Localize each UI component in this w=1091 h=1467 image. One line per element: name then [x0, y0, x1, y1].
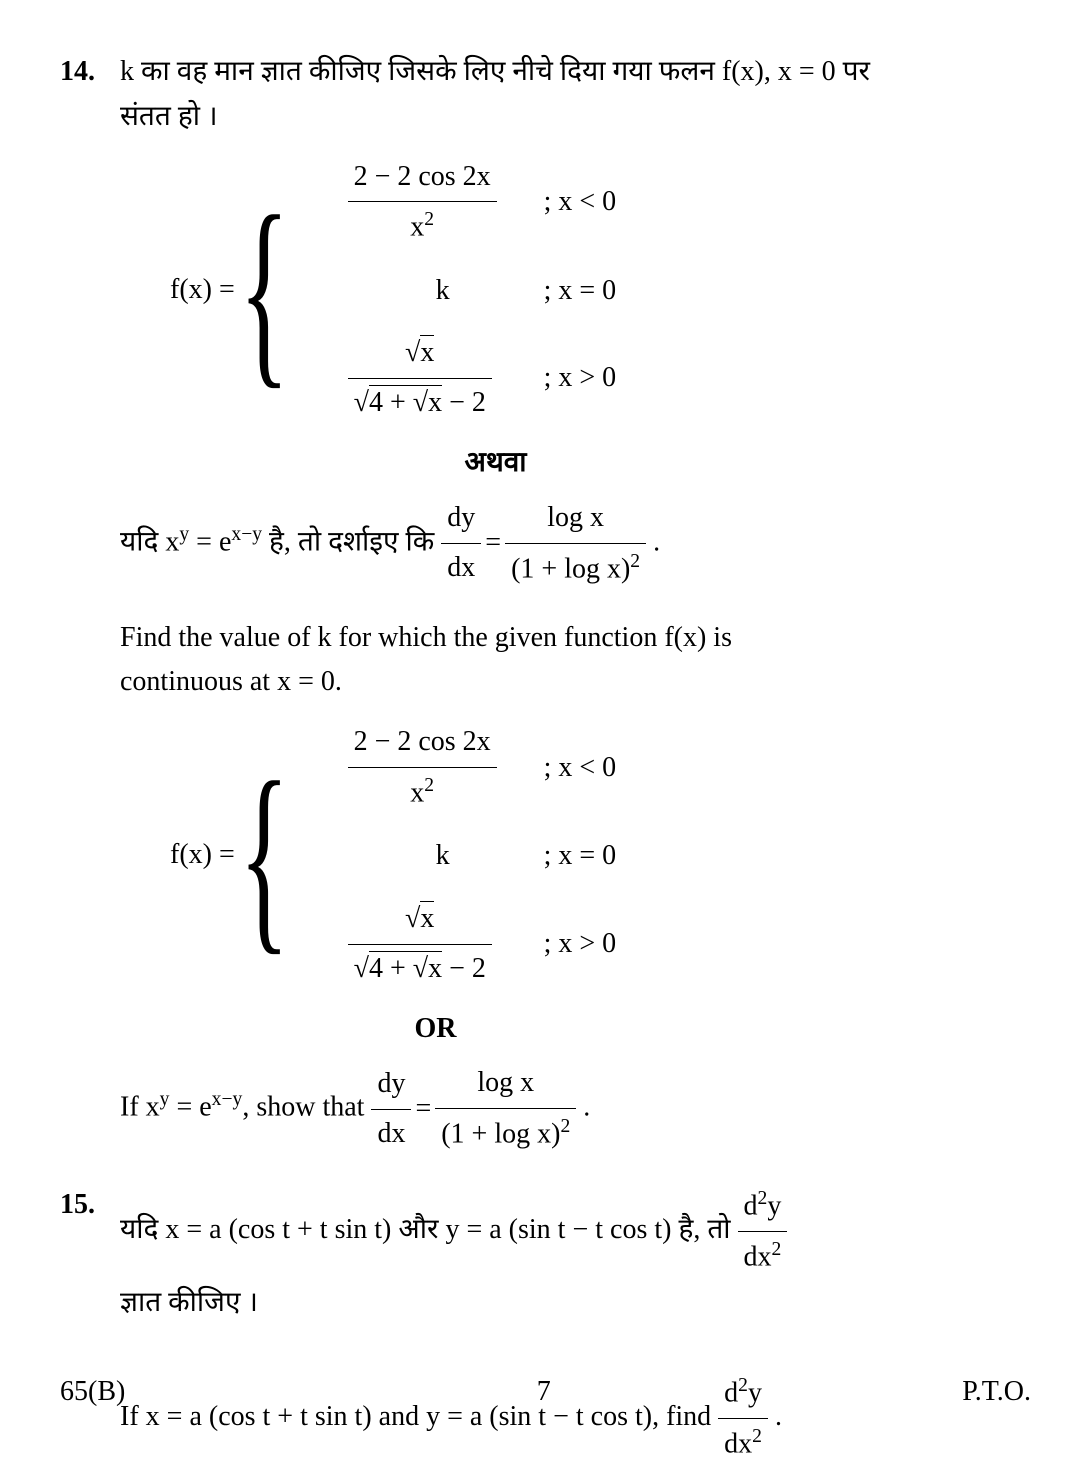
q14-eng-or: If xy = ex−y, show that dydx = log x(1 +…: [120, 1061, 1031, 1157]
athava-label: अथवा: [0, 441, 1031, 486]
case-3: √x √4 + √x − 2 ; x > 0: [348, 331, 617, 426]
case-1b: 2 − 2 cos 2x x2 ; x < 0: [348, 720, 617, 816]
case-2: k ; x = 0: [348, 269, 617, 314]
q14-piecewise-hindi: f(x) = { 2 − 2 cos 2x x2 ; x < 0 k ; x =…: [170, 155, 1031, 426]
footer-right: P.T.O.: [962, 1370, 1031, 1415]
q15-hindi-line2: ज्ञात कीजिए ।: [120, 1287, 258, 1318]
or-label: OR: [0, 1007, 1031, 1052]
left-brace-icon-2: {: [239, 772, 289, 940]
q14-english: Find the value of k for which the given …: [120, 616, 1031, 706]
brace-wrap: { 2 − 2 cos 2x x2 ; x < 0 k ; x = 0: [235, 155, 616, 426]
q14-hindi-line2: संतत हो ।: [120, 101, 218, 132]
q14-hindi-line1: k का वह मान ज्ञात कीजिए जिसके लिए नीचे द…: [120, 56, 870, 87]
case2-cond: ; x = 0: [544, 269, 617, 314]
footer-center: 7: [537, 1370, 551, 1415]
q14-piecewise-eng: f(x) = { 2 − 2 cos 2x x2 ; x < 0 k ; x =…: [170, 720, 1031, 991]
footer-left: 65(B): [60, 1370, 125, 1415]
cases: 2 − 2 cos 2x x2 ; x < 0 k ; x = 0 √x √4 …: [348, 155, 617, 426]
question-14: 14. k का वह मान ज्ञात कीजिए जिसके लिए नी…: [60, 50, 1031, 140]
case2-expr: k: [348, 269, 538, 314]
q14-body: k का वह मान ज्ञात कीजिए जिसके लिए नीचे द…: [120, 50, 1031, 140]
q15-hindi-line1: यदि x = a (cos t + t sin t) और y = a (si…: [120, 1214, 738, 1245]
case-3b: √x √4 + √x − 2 ; x > 0: [348, 897, 617, 992]
case3-cond: ; x > 0: [544, 356, 617, 401]
case-2b: k ; x = 0: [348, 834, 617, 879]
exam-page: 14. k का वह मान ज्ञात कीजिए जिसके लिए नी…: [0, 0, 1091, 1445]
fx-label: f(x) =: [170, 268, 235, 313]
cases-2: 2 − 2 cos 2x x2 ; x < 0 k ; x = 0 √x √4 …: [348, 720, 617, 991]
q15-number: 15.: [60, 1183, 120, 1228]
q14-eng-line2: continuous at x = 0.: [120, 666, 342, 697]
q15-body: यदि x = a (cos t + t sin t) और y = a (si…: [120, 1183, 1031, 1467]
q14-hindi-or: यदि xy = ex−y है, तो दर्शाइए कि dydx = l…: [120, 496, 1031, 592]
case1-num: 2 − 2 cos 2x: [348, 155, 497, 203]
case-1: 2 − 2 cos 2x x2 ; x < 0: [348, 155, 617, 251]
question-15: 15. यदि x = a (cos t + t sin t) और y = a…: [60, 1183, 1031, 1467]
q14-eng-line1: Find the value of k for which the given …: [120, 622, 732, 653]
left-brace-icon: {: [239, 206, 289, 374]
q14-number: 14.: [60, 50, 120, 95]
fx-label-2: f(x) =: [170, 833, 235, 878]
page-footer: 65(B) 7 P.T.O.: [60, 1370, 1031, 1415]
case1-cond: ; x < 0: [544, 180, 617, 225]
brace-wrap-2: { 2 − 2 cos 2x x2 ; x < 0 k ; x = 0: [235, 720, 616, 991]
